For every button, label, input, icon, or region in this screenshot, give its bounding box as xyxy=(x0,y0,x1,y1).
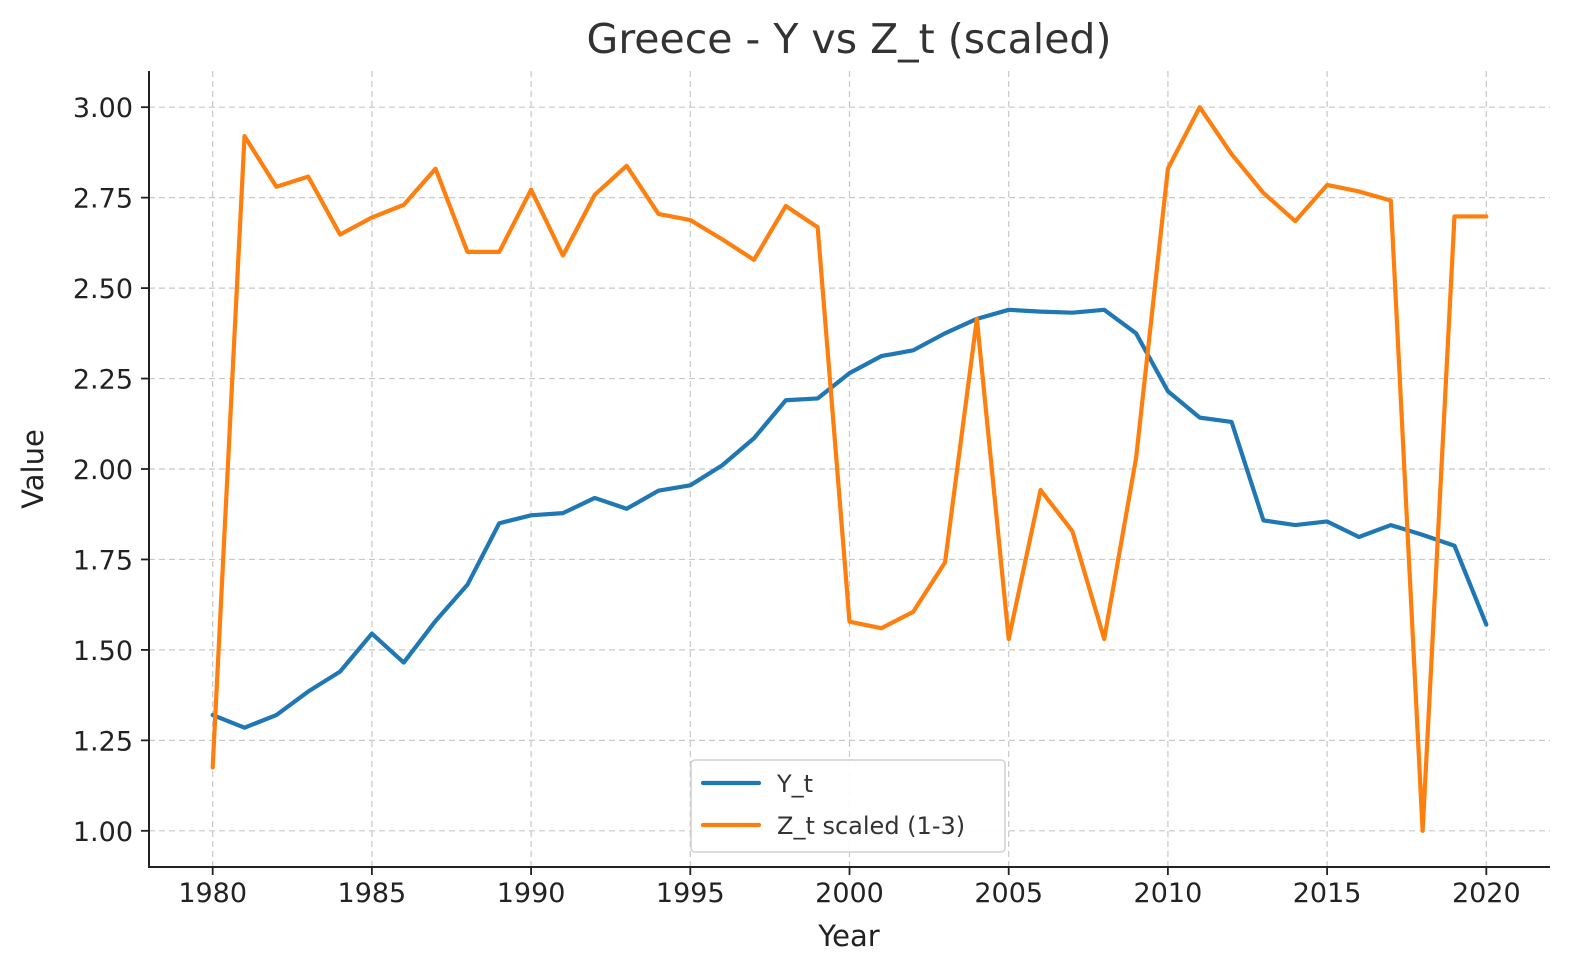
y-tick-label-2.00: 2.00 xyxy=(73,455,133,486)
x-tick-label-1995: 1995 xyxy=(656,878,725,909)
series-line-z-t-scaled xyxy=(210,105,1489,833)
y-tick-label-2.75: 2.75 xyxy=(73,184,133,215)
y-tick-label-1.25: 1.25 xyxy=(73,726,133,757)
x-tick-label-2005: 2005 xyxy=(974,878,1043,909)
x-tick-label-2015: 2015 xyxy=(1293,878,1362,909)
legend-label-y-t: Y_t xyxy=(776,770,813,798)
y-tick-label-1.50: 1.50 xyxy=(73,636,133,667)
chart-title: Greece - Y vs Z_t (scaled) xyxy=(587,15,1112,63)
y-tick-label-1.00: 1.00 xyxy=(73,817,133,848)
x-axis-ticks: 1980 1985 1990 1995 2000 2005 2010 2015 2020 xyxy=(178,867,1521,909)
x-tick-label-1990: 1990 xyxy=(497,878,566,909)
series-layer xyxy=(210,105,1489,833)
y-tick-label-2.50: 2.50 xyxy=(73,274,133,305)
x-axis-label: Year xyxy=(817,919,879,953)
x-tick-label-1980: 1980 xyxy=(178,878,247,909)
y-tick-label-3.00: 3.00 xyxy=(73,93,133,124)
y-axis-label: Value xyxy=(16,429,50,509)
grid xyxy=(149,71,1550,867)
x-tick-label-2000: 2000 xyxy=(815,878,884,909)
series-line-y-t xyxy=(210,307,1489,730)
y-axis-ticks: 1.00 1.25 1.50 1.75 2.00 2.25 2.50 2.75 3.00 xyxy=(73,93,149,848)
legend-box xyxy=(690,759,1006,853)
legend: Y_t Z_t scaled (1-3) xyxy=(690,759,1006,853)
x-tick-label-2010: 2010 xyxy=(1134,878,1203,909)
y-tick-label-2.25: 2.25 xyxy=(73,365,133,396)
legend-label-z-t-scaled: Z_t scaled (1-3) xyxy=(777,812,965,840)
x-tick-label-1985: 1985 xyxy=(338,878,407,909)
y-tick-label-1.75: 1.75 xyxy=(73,545,133,576)
x-tick-label-2020: 2020 xyxy=(1452,878,1521,909)
